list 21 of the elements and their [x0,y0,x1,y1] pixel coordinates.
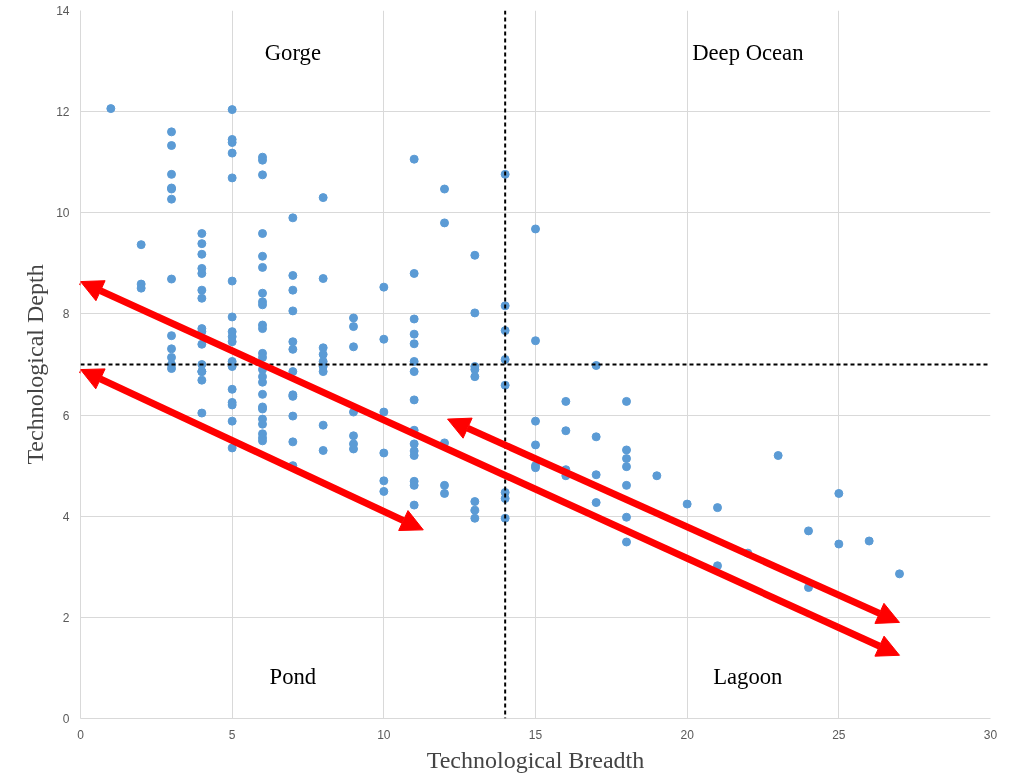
y-axis-title: Technological Depth [22,264,49,465]
annotation: Lagoon [713,663,783,689]
y-tick-label: 12 [56,105,70,120]
y-tick-label: 14 [56,4,70,18]
x-axis-title: Technological Breadth [426,746,645,773]
x-tick-label: 30 [983,727,998,742]
y-tick-label: 10 [56,206,70,221]
y-tick-label: 2 [62,610,70,625]
y-tick-label: 6 [62,408,70,423]
x-tick-label: 10 [377,727,391,742]
x-tick-label: 15 [528,727,543,742]
x-tick-label: 0 [77,727,85,742]
x-tick-label: 5 [228,727,236,742]
x-tick-label: 20 [680,727,695,742]
y-tick-label: 8 [62,307,70,322]
y-tick-label: 4 [62,509,70,524]
annotation: Pond [269,663,317,689]
annotation: Gorge [264,40,321,66]
y-tick-label: 0 [62,712,70,726]
x-tick-label: 25 [832,727,846,742]
annotation: Deep Ocean [692,40,804,66]
